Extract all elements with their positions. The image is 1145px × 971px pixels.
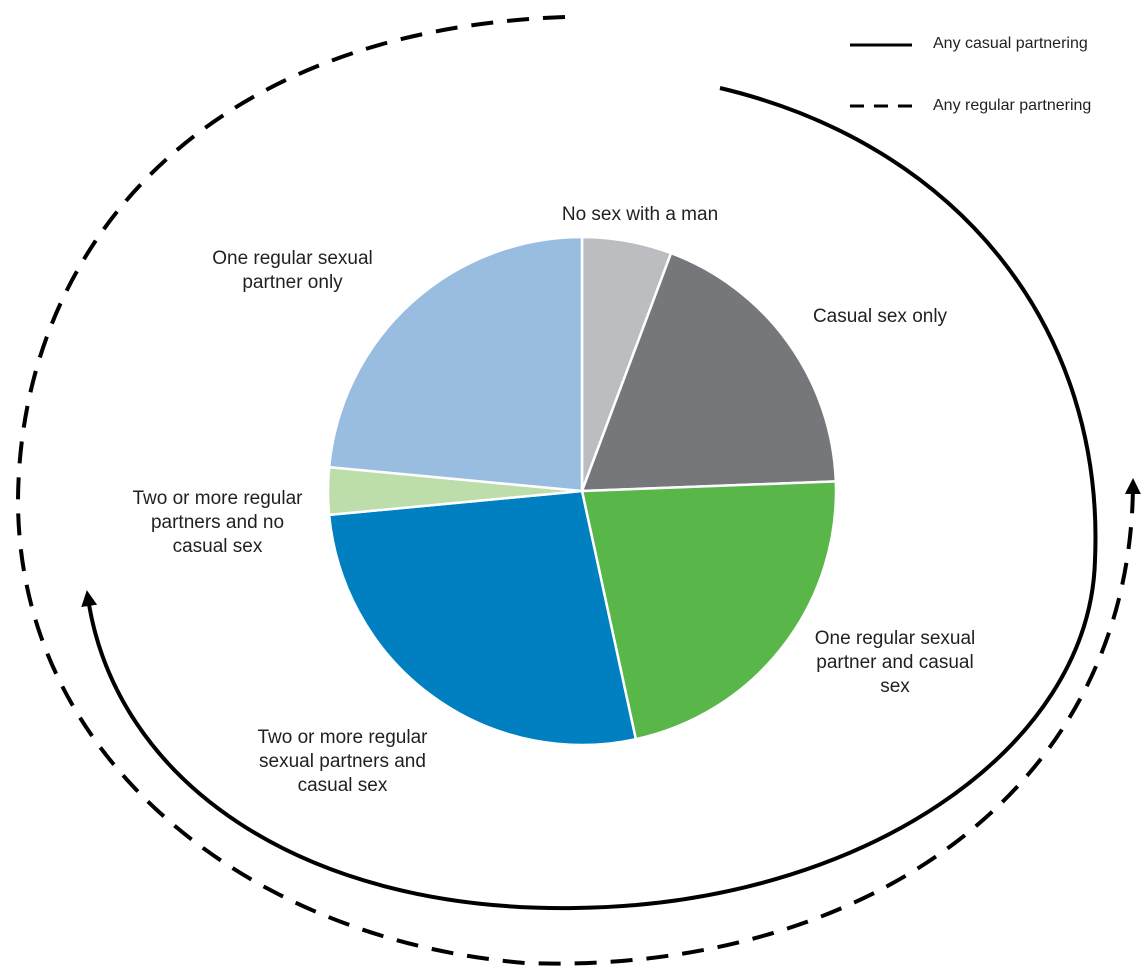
regular-partnering-arc	[15, 15, 1141, 966]
pie-slices	[326, 235, 838, 747]
slice-label-casual-only: Casual sex only	[812, 306, 948, 327]
slice-label-no-sex: No sex with a man	[561, 204, 719, 225]
slice-label-two-regular-no-casual: Two or more regular partners and no casu…	[132, 488, 303, 557]
slice-label-one-regular-and-casual: One regular sexual partner and casual se…	[814, 628, 976, 697]
slice-one-regular-and-casual	[580, 480, 838, 741]
slice-one-regular-only	[327, 235, 584, 493]
legend-label-regular: Any regular partnering	[933, 97, 1092, 114]
slice-casual-only	[580, 251, 838, 493]
slice-label-one-regular-only: One regular sexual partner only	[212, 248, 373, 293]
slice-label-two-regular-and-casual: Two or more regular sexual partners and …	[257, 727, 428, 796]
legend-label-casual: Any casual partnering	[933, 35, 1088, 52]
casual-partnering-arc	[81, 86, 1098, 911]
slice-two-regular-and-casual	[327, 489, 638, 747]
